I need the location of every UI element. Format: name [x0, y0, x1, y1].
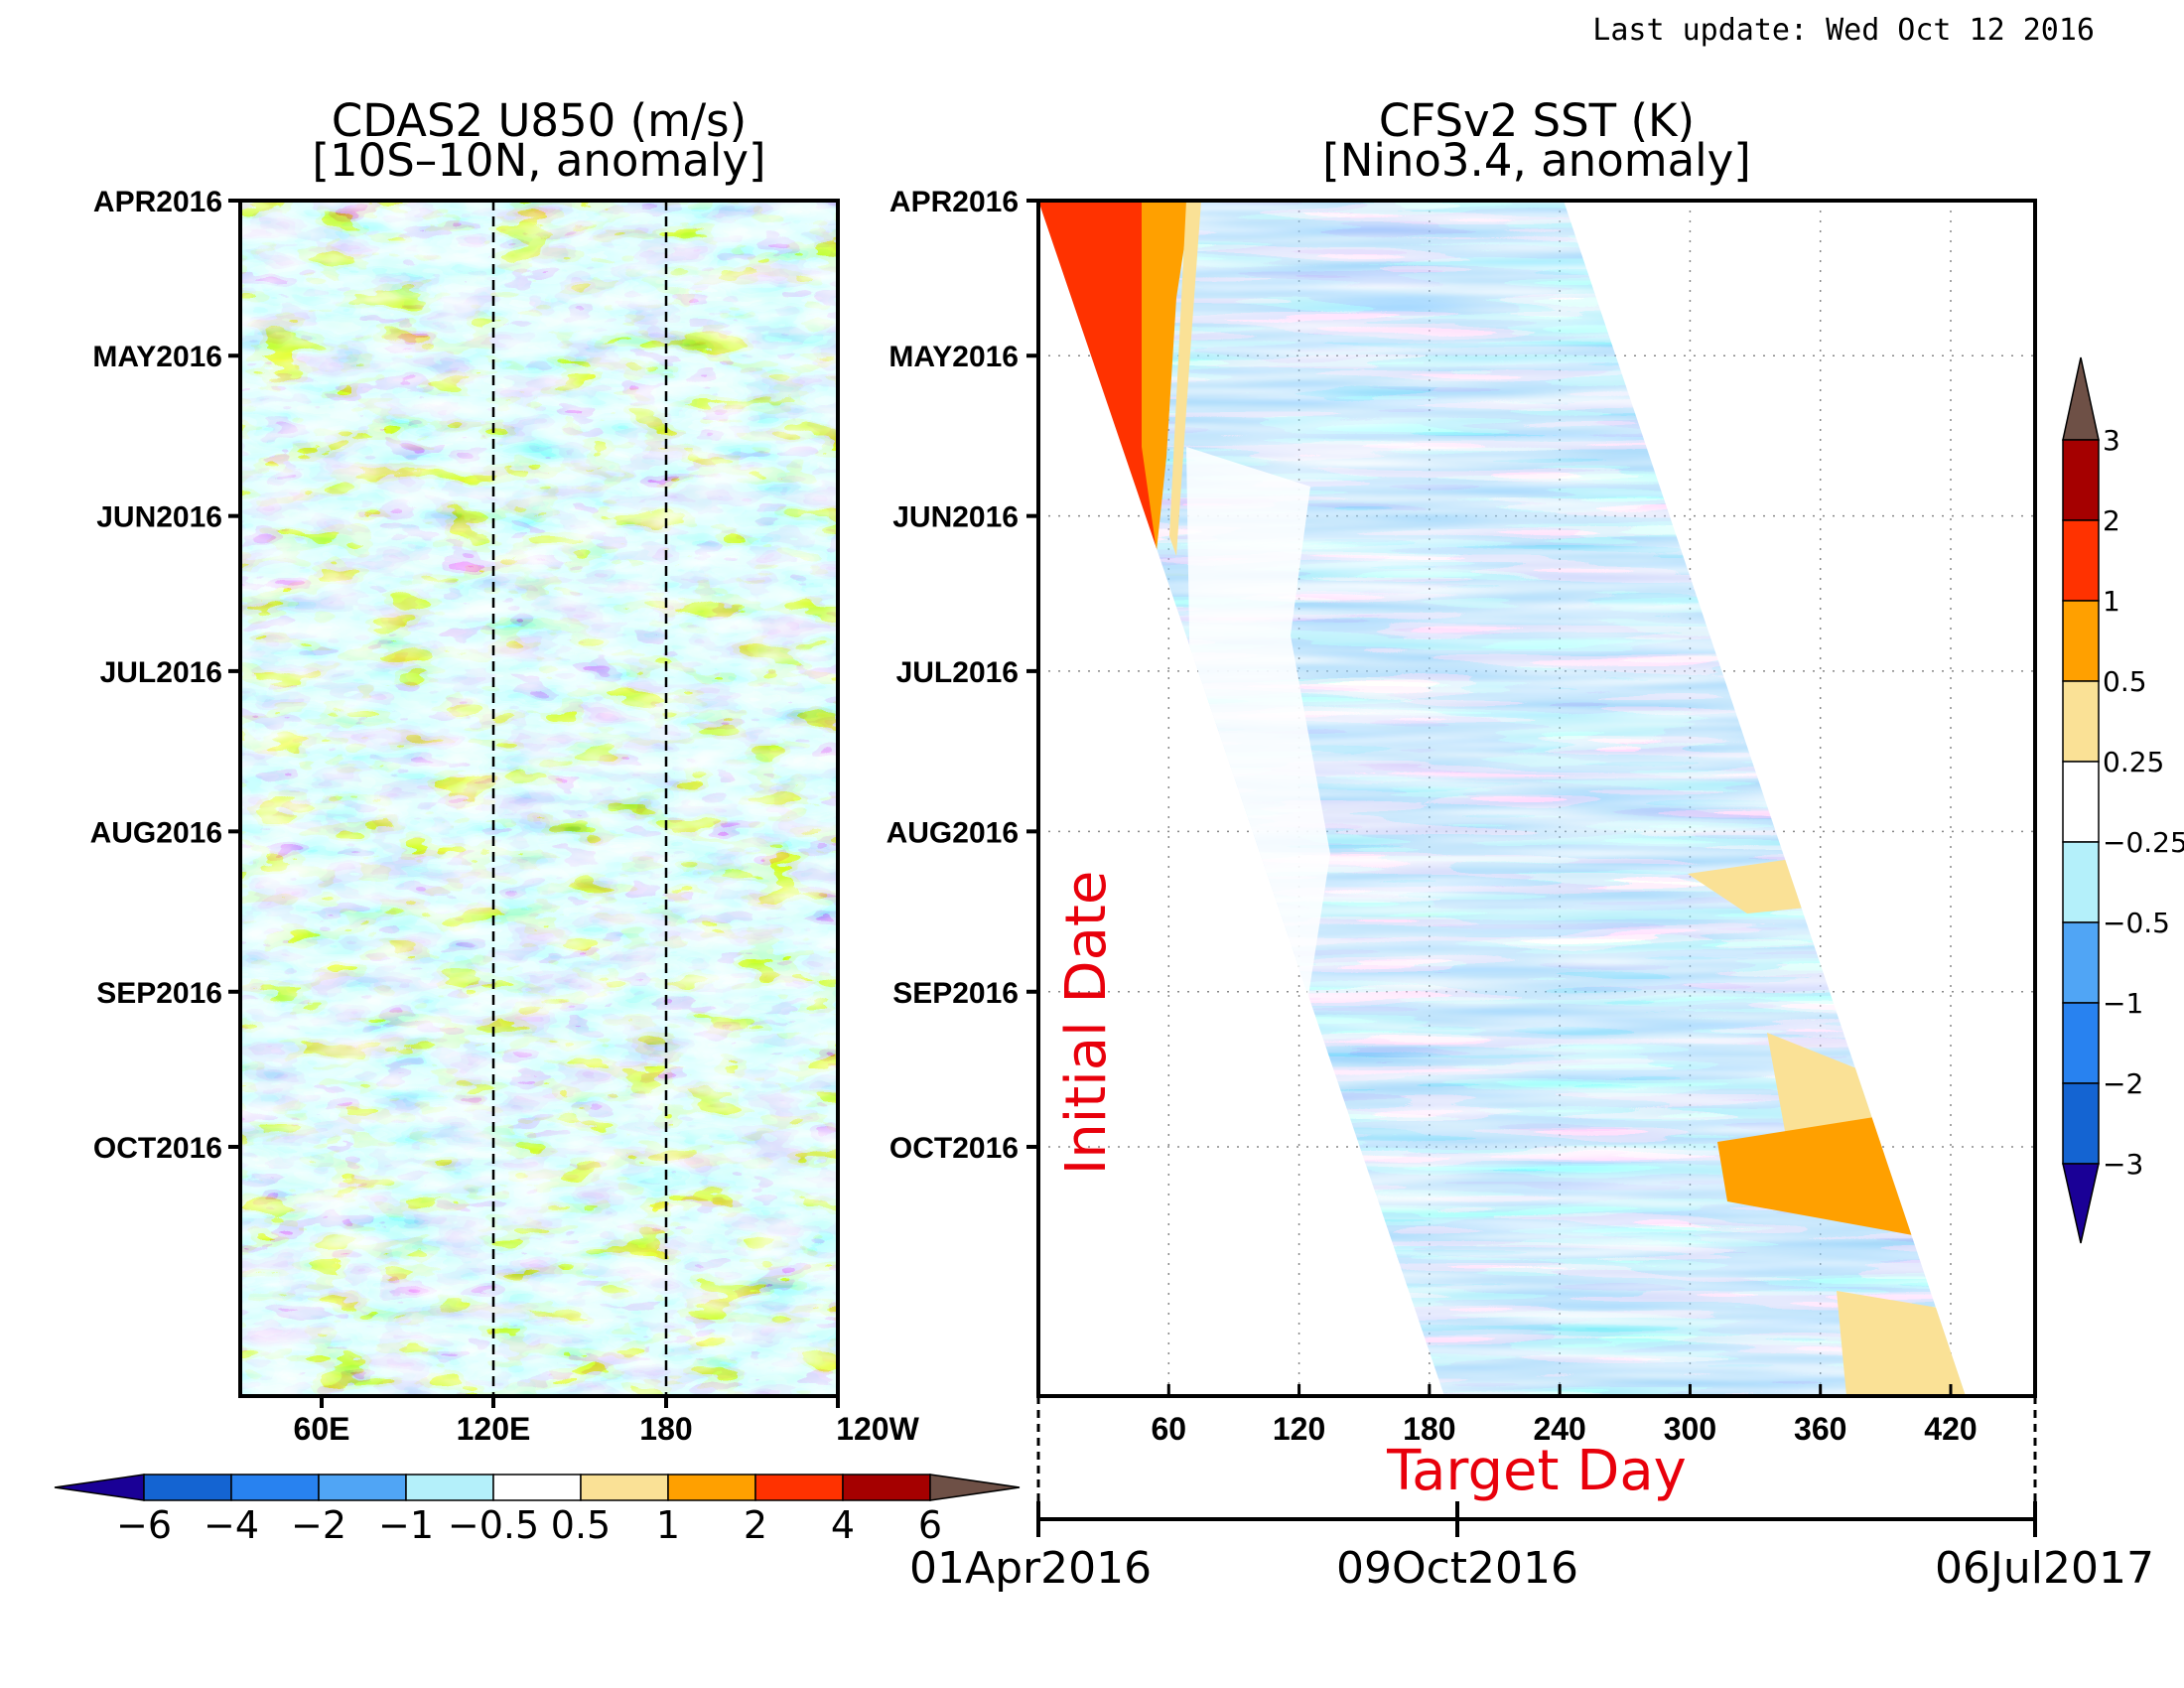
hcb-tick-label: 1 [656, 1503, 680, 1547]
right-heatmap-field [1038, 201, 1966, 1396]
right-y-tick-label: JUL2016 [896, 656, 1019, 689]
right-y-tick-label: OCT2016 [889, 1132, 1019, 1165]
vcb-bin [2062, 519, 2100, 602]
date-tick-label: 09Oct2016 [1336, 1543, 1578, 1594]
vcb-tick-label: 0.25 [2103, 746, 2164, 778]
date-tick-label: 01Apr2016 [909, 1543, 1152, 1594]
right-x-tick-label: 360 [1794, 1411, 1846, 1447]
hcb-tick-label: −6 [116, 1503, 172, 1547]
hcb-bin [842, 1474, 931, 1501]
right-x-tick-label: 240 [1533, 1411, 1585, 1447]
hcb-tick-label: 0.5 [551, 1503, 611, 1547]
left-y-tick-label: SEP2016 [96, 977, 222, 1010]
right-ylabel: Initial Date [1054, 871, 1119, 1176]
left-reference-lines [491, 201, 668, 1396]
left-x-tick-label: 180 [639, 1411, 692, 1447]
left-y-axis: APR2016 MAY2016 JUN2016 JUL2016 AUG2016 SEP20… [90, 186, 240, 1165]
vcb-bin [2062, 921, 2100, 1004]
vcb-tick-label: 1 [2103, 585, 2120, 618]
right-subtitle: [Nino3.4, anomaly] [1322, 134, 1751, 187]
hcb-bin [754, 1474, 844, 1501]
vcb-tick-label: −2 [2103, 1067, 2143, 1100]
vcb-bin [2062, 680, 2100, 763]
left-y-tick-label: JUL2016 [100, 656, 222, 689]
hcb-bin [230, 1474, 320, 1501]
left-x-tick-label: 120W [836, 1411, 919, 1447]
vcb-bin [2062, 1002, 2100, 1084]
hcb-tick-label: −1 [378, 1503, 434, 1547]
hcb-bin [580, 1474, 669, 1501]
right-x-tick-label: 420 [1924, 1411, 1977, 1447]
vcb-tick-label: −0.25 [2103, 826, 2184, 859]
left-y-tick-label: JUN2016 [96, 501, 222, 534]
left-y-tick-label: MAY2016 [92, 341, 222, 373]
hcb-tick-label: 6 [918, 1503, 942, 1547]
vcb-bin [2062, 600, 2100, 682]
right-x-axis: 60 120 180 240 300 360 420 [1151, 1384, 1978, 1447]
left-plot-frame [238, 199, 840, 1398]
hcb-bin [318, 1474, 407, 1501]
right-x-tick-label: 60 [1151, 1411, 1186, 1447]
left-x-tick-label: 120E [457, 1411, 531, 1447]
vcb-tick-label: −3 [2103, 1148, 2143, 1181]
vcb-bin [2062, 439, 2100, 521]
right-plot-frame [1036, 199, 2037, 1398]
hcb-tick-label: 4 [831, 1503, 855, 1547]
vcb-tick-label: 0.5 [2103, 665, 2147, 698]
vcb-bin [2062, 1082, 2100, 1165]
right-x-tick-label: 120 [1273, 1411, 1325, 1447]
right-y-tick-label: SEP2016 [892, 977, 1019, 1010]
vcb-tick-label: 3 [2103, 424, 2120, 457]
right-y-tick-label: AUG2016 [887, 816, 1019, 849]
vcb-extend-high [2062, 356, 2100, 441]
right-x-tick-label: 180 [1403, 1411, 1455, 1447]
left-title: CDAS2 U850 (m/s) [332, 94, 747, 147]
hcb-extend-high [929, 1474, 1021, 1501]
last-update: Last update: Wed Oct 12 2016 [1592, 13, 2095, 48]
right-title: CFSv2 SST (K) [1379, 94, 1695, 147]
hcb-bin [667, 1474, 756, 1501]
left-y-tick-label: APR2016 [93, 186, 222, 218]
vcb-extend-low [2062, 1163, 2100, 1244]
right-y-tick-label: JUN2016 [892, 501, 1019, 534]
horizontal-colorbar: −6 −4 −2 −1 −0.5 0.5 1 2 4 6 [54, 1474, 1021, 1547]
hcb-bin [143, 1474, 232, 1501]
date-axis: 01Apr2016 09Oct2016 06Jul2017 [909, 1501, 2154, 1594]
left-x-axis: 60E 120E 180 120W [294, 1396, 920, 1447]
hcb-tick-label: 2 [744, 1503, 767, 1547]
date-tick-label: 06Jul2017 [1935, 1543, 2154, 1594]
right-y-axis: APR2016 MAY2016 JUN2016 JUL2016 AUG2016 SEP20… [887, 186, 1038, 1165]
vcb-tick-label: −0.5 [2103, 907, 2170, 939]
hcb-bin [492, 1474, 582, 1501]
left-y-tick-label: OCT2016 [93, 1132, 222, 1165]
right-panel: CFSv2 SST (K) [Nino3.4, anomaly] APR2016… [887, 94, 2184, 1594]
right-xlabel: Target Day [1386, 1439, 1687, 1503]
left-y-tick-label: AUG2016 [90, 816, 222, 849]
hcb-bin [405, 1474, 494, 1501]
hcb-tick-label: −2 [291, 1503, 346, 1547]
hcb-tick-label: −4 [204, 1503, 259, 1547]
hcb-tick-label: −0.5 [448, 1503, 539, 1547]
right-x-tick-label: 300 [1664, 1411, 1716, 1447]
vcb-tick-label: 2 [2103, 504, 2120, 537]
left-panel: CDAS2 U850 (m/s) [10S–10N, anomaly] APR2… [54, 94, 1021, 1547]
left-x-tick-label: 60E [294, 1411, 350, 1447]
left-heatmap-field [240, 201, 838, 1396]
right-y-tick-label: MAY2016 [888, 341, 1019, 373]
vcb-bin [2062, 761, 2100, 843]
vcb-bin [2062, 841, 2100, 923]
hcb-extend-low [54, 1474, 145, 1501]
vcb-tick-label: −1 [2103, 987, 2143, 1020]
vertical-colorbar: 3 2 1 0.5 0.25 −0.25 −0.5 −1 −2 −3 [2062, 356, 2184, 1244]
right-y-tick-label: APR2016 [889, 186, 1019, 218]
left-subtitle: [10S–10N, anomaly] [312, 134, 765, 187]
